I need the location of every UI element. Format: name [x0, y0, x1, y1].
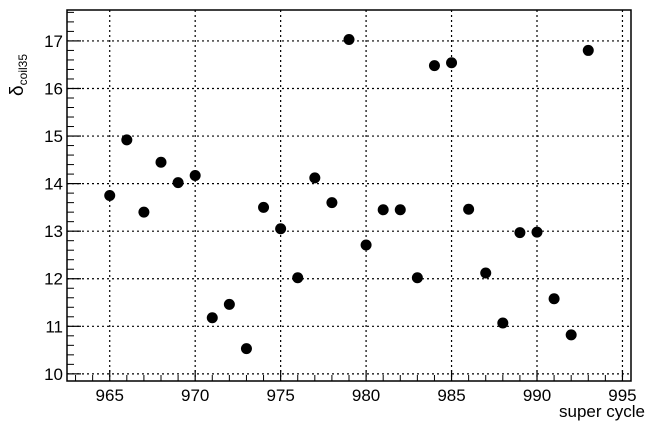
y-axis-label: δcoil35 — [7, 54, 30, 96]
data-point — [309, 172, 321, 184]
plot-frame — [66, 9, 632, 382]
data-point — [206, 312, 218, 324]
data-point — [377, 204, 389, 216]
data-point — [514, 227, 526, 239]
x-axis-label: super cycle — [559, 402, 645, 421]
grid-lines — [67, 10, 631, 381]
data-point — [189, 170, 201, 182]
y-tick-label: 15 — [44, 127, 63, 146]
data-point — [446, 57, 458, 69]
data-point — [292, 272, 304, 284]
data-point — [223, 298, 235, 310]
y-tick-label: 17 — [44, 32, 63, 51]
y-tick-label: 13 — [44, 222, 63, 241]
x-tick-label: 985 — [437, 386, 465, 405]
data-point — [121, 134, 133, 146]
x-tick-label: 975 — [266, 386, 294, 405]
data-point — [138, 206, 150, 218]
data-point — [172, 177, 184, 189]
data-point — [463, 203, 475, 215]
y-tick-label: 11 — [45, 317, 63, 336]
y-axis-label-subscript: coil35 — [16, 54, 30, 86]
data-point — [411, 272, 423, 284]
data-point — [275, 223, 287, 235]
y-tick-label: 16 — [44, 79, 63, 98]
data-point — [548, 293, 560, 305]
data-point — [480, 267, 492, 279]
data-point — [497, 317, 509, 329]
y-tick-label: 12 — [44, 270, 63, 289]
data-point — [565, 329, 577, 341]
data-point — [394, 204, 406, 216]
x-tick-label: 990 — [523, 386, 551, 405]
x-axis: 965 970 975 980 985 990 995 — [75, 370, 637, 405]
data-point — [258, 201, 270, 213]
y-axis: 10 11 12 13 14 15 16 17 — [44, 11, 81, 384]
y-tick-label: 14 — [44, 175, 63, 194]
data-point — [428, 60, 440, 72]
data-point — [155, 156, 167, 168]
data-point — [582, 44, 594, 56]
data-points — [104, 33, 594, 355]
data-point — [343, 33, 355, 45]
x-tick-label: 980 — [352, 386, 380, 405]
y-axis-label-main: δ — [7, 85, 28, 96]
data-point — [104, 190, 116, 201]
data-point — [240, 343, 252, 355]
y-tick-label: 10 — [44, 365, 63, 384]
x-tick-label: 965 — [96, 386, 124, 405]
data-point — [360, 239, 372, 251]
x-tick-label: 995 — [608, 386, 636, 405]
data-point — [531, 226, 543, 238]
x-tick-label: 970 — [181, 386, 209, 405]
data-point — [326, 197, 338, 209]
